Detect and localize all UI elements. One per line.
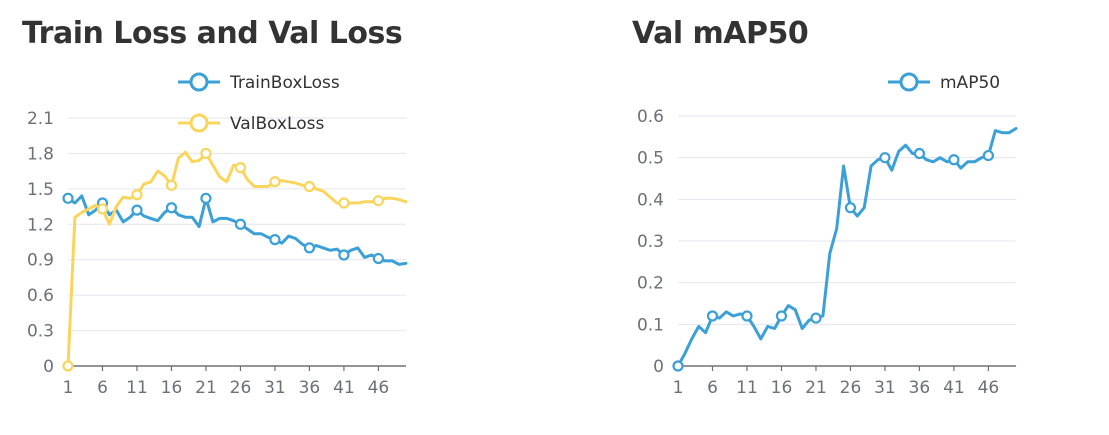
map50-x-tick-label: 26 bbox=[840, 378, 862, 398]
loss-data-point bbox=[303, 242, 316, 254]
loss-x-tick-label: 46 bbox=[368, 378, 390, 398]
chart-title-map50: Val mAP50 bbox=[632, 16, 809, 51]
loss-data-point bbox=[200, 192, 212, 204]
map50-data-point bbox=[706, 310, 719, 322]
map50-data-point bbox=[775, 310, 788, 322]
loss-x-tick-label: 41 bbox=[333, 378, 355, 398]
loss-x-tick-label: 31 bbox=[264, 378, 286, 398]
map50-data-point bbox=[672, 360, 684, 372]
map50-data-point bbox=[844, 202, 857, 214]
loss-data-point bbox=[131, 204, 143, 216]
map50-legend-marker bbox=[899, 72, 919, 92]
loss-data-point bbox=[234, 162, 247, 174]
loss-data-point bbox=[165, 202, 178, 214]
loss-series-line-valboxloss bbox=[66, 150, 408, 368]
chart-title-loss: Train Loss and Val Loss bbox=[22, 16, 403, 51]
map50-data-point bbox=[879, 152, 891, 164]
map50-data-point bbox=[810, 312, 822, 324]
loss-x-tick-label: 1 bbox=[63, 378, 74, 398]
loss-x-tick-label: 6 bbox=[97, 378, 108, 398]
loss-data-point bbox=[131, 189, 143, 201]
loss-data-point bbox=[269, 176, 281, 188]
loss-legend-label: TrainBoxLoss bbox=[229, 73, 340, 93]
map50-x-tick-label: 16 bbox=[771, 378, 793, 398]
map50-x-tick-label: 1 bbox=[673, 378, 684, 398]
map50-x-tick-label: 41 bbox=[943, 378, 965, 398]
map50-legend-label: mAP50 bbox=[940, 73, 1000, 93]
map50-y-tick-label: 0.4 bbox=[637, 190, 664, 210]
loss-data-point bbox=[338, 197, 350, 209]
loss-x-tick-label: 26 bbox=[230, 378, 252, 398]
loss-y-tick-label: 1.5 bbox=[27, 180, 54, 200]
loss-y-tick-label: 0 bbox=[43, 357, 54, 377]
map50-y-tick-label: 0.6 bbox=[637, 107, 664, 127]
map50-data-point bbox=[913, 147, 926, 160]
loss-x-tick-label: 36 bbox=[299, 378, 321, 398]
loss-legend-marker bbox=[189, 72, 209, 92]
loss-y-tick-label: 0.3 bbox=[27, 322, 54, 342]
loss-legend-marker bbox=[189, 113, 209, 133]
map50-x-tick-label: 21 bbox=[805, 378, 827, 398]
loss-y-tick-label: 1.2 bbox=[27, 215, 54, 235]
map50-y-tick-label: 0.2 bbox=[637, 274, 664, 294]
loss-data-point bbox=[62, 192, 74, 204]
loss-x-tick-label: 11 bbox=[126, 378, 148, 398]
loss-y-tick-label: 1.8 bbox=[27, 144, 54, 164]
loss-y-tick-label: 0.6 bbox=[27, 286, 54, 306]
loss-data-point bbox=[200, 147, 212, 160]
map50-x-tick-label: 31 bbox=[874, 378, 896, 398]
loss-series-line-trainboxloss bbox=[66, 194, 408, 266]
map50-y-tick-label: 0.5 bbox=[637, 149, 664, 169]
loss-y-tick-label: 2.1 bbox=[27, 109, 54, 129]
loss-data-point bbox=[62, 360, 74, 372]
map50-y-tick-label: 0.1 bbox=[637, 315, 664, 335]
loss-data-point bbox=[269, 234, 281, 246]
loss-legend-label: ValBoxLoss bbox=[230, 114, 324, 134]
map50-data-point bbox=[982, 149, 995, 162]
loss-data-point bbox=[165, 179, 178, 191]
map50-series-line-map50 bbox=[676, 127, 1018, 368]
loss-data-point bbox=[338, 249, 350, 261]
loss-data-point bbox=[234, 218, 247, 230]
map50-y-tick-label: 0.3 bbox=[637, 232, 664, 252]
map50-x-tick-label: 6 bbox=[707, 378, 718, 398]
loss-x-tick-label: 16 bbox=[161, 378, 183, 398]
loss-x-tick-label: 21 bbox=[195, 378, 217, 398]
loss-data-point bbox=[372, 195, 385, 207]
map50-x-tick-label: 11 bbox=[736, 378, 758, 398]
map50-x-tick-label: 46 bbox=[978, 378, 1000, 398]
map50-y-tick-label: 0 bbox=[653, 357, 664, 377]
map50-x-tick-label: 36 bbox=[909, 378, 931, 398]
loss-data-point bbox=[96, 203, 109, 215]
loss-data-point bbox=[303, 180, 316, 193]
loss-data-point bbox=[372, 252, 385, 265]
map50-data-point bbox=[741, 310, 753, 322]
map50-data-point bbox=[948, 154, 960, 166]
loss-y-tick-label: 0.9 bbox=[27, 251, 54, 271]
